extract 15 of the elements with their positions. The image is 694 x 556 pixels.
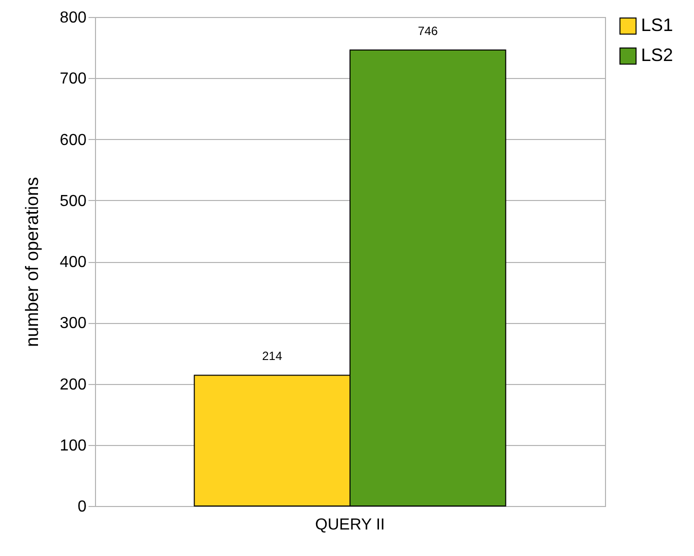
- legend-label: LS1: [641, 15, 674, 35]
- data-label: 214: [262, 349, 282, 364]
- y-tick-label: 300: [60, 315, 87, 332]
- y-tick-label: 100: [60, 437, 87, 454]
- y-tick-label: 500: [60, 192, 87, 210]
- y-tick-label: 800: [60, 10, 87, 26]
- legend-label: LS2: [641, 45, 674, 65]
- data-label: 746: [418, 24, 438, 38]
- y-tick-label: 0: [78, 498, 87, 516]
- y-tick-label: 700: [60, 70, 87, 88]
- y-tick-label: 600: [60, 132, 87, 149]
- y-tick-label: 400: [60, 254, 87, 271]
- y-tick-label: 200: [60, 376, 87, 394]
- x-tick-label: QUERY II: [315, 516, 385, 534]
- y-axis-title: number of operations: [22, 176, 42, 348]
